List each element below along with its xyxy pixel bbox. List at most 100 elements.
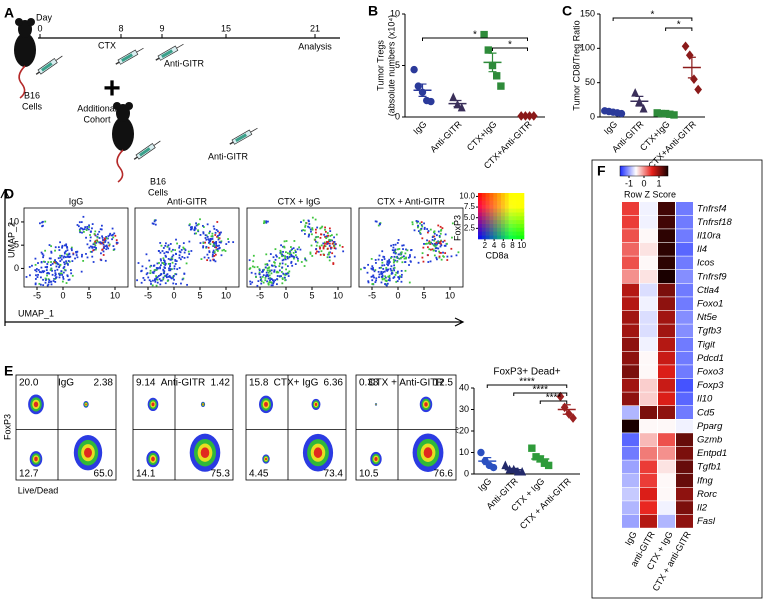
cell-dot	[419, 231, 422, 234]
cell-dot	[101, 236, 104, 239]
legend-cell	[497, 196, 502, 201]
cell-dot	[89, 236, 92, 239]
legend-cell	[516, 193, 521, 198]
axis-label: FoxP3	[2, 414, 12, 440]
x-tick-label: IgG	[476, 476, 493, 493]
cell-dot	[316, 226, 319, 229]
cell-dot	[427, 261, 430, 263]
cell-dot	[62, 276, 65, 278]
cell-dot	[275, 254, 277, 257]
legend-cell	[481, 193, 486, 198]
cell-dot	[434, 242, 437, 245]
legend-cell	[493, 208, 498, 213]
cell-dot	[152, 222, 155, 225]
cell-dot	[40, 271, 43, 274]
legend-cell	[481, 227, 486, 232]
cell-dot	[50, 268, 53, 271]
cell-dot	[292, 255, 295, 258]
quadrant-label: 2.38	[94, 378, 114, 389]
cell-dot	[378, 276, 380, 279]
cell-dot	[154, 219, 157, 222]
cell-dot	[264, 277, 267, 279]
cell-dot	[105, 244, 108, 247]
cell-dot	[202, 246, 205, 249]
cell-dot	[28, 266, 31, 268]
cell-dot	[388, 279, 391, 282]
cell-dot	[436, 258, 438, 261]
cell-dot	[289, 250, 291, 253]
legend-cell	[504, 216, 509, 221]
significance-label: ****	[532, 385, 548, 396]
cell-dot	[400, 269, 403, 272]
cell-dot	[104, 245, 107, 248]
legend-cell	[497, 219, 502, 224]
cell-dot	[395, 280, 398, 283]
cell-dot	[44, 281, 47, 284]
cell-dot	[163, 263, 166, 266]
cell-dot	[291, 248, 294, 251]
cell-dot	[45, 269, 48, 272]
cell-dot	[332, 263, 335, 265]
cell-dot	[374, 281, 377, 284]
cell-dot	[216, 245, 219, 247]
cell-dot	[396, 272, 399, 274]
cell-dot	[397, 276, 400, 278]
cell-dot	[309, 252, 312, 255]
day: 0	[37, 23, 42, 33]
cell-dot	[214, 253, 217, 256]
cell-dot	[215, 244, 218, 247]
cell-dot	[303, 229, 306, 232]
cell-dot	[29, 274, 31, 277]
point	[480, 30, 488, 39]
legend-cell	[478, 216, 483, 221]
cell-dot	[48, 257, 51, 260]
density-blob	[314, 402, 318, 406]
cell-dot	[272, 282, 275, 285]
cell-dot	[404, 269, 407, 272]
cell-dot	[47, 278, 50, 280]
cell-dot	[209, 243, 212, 245]
cell-dot	[286, 265, 289, 268]
legend-cell	[497, 200, 502, 205]
legend-cell	[508, 235, 513, 240]
cell-dot	[100, 228, 103, 231]
umap-title: IgG	[69, 196, 84, 206]
cell-dot	[333, 247, 336, 250]
cell-dot	[92, 246, 94, 249]
cell-dot	[326, 256, 329, 259]
heatmap-cell	[676, 419, 693, 433]
point	[544, 461, 553, 470]
cell-dot	[269, 279, 271, 282]
cell-dot	[279, 250, 282, 253]
cell-dot	[252, 254, 255, 257]
cell-dot	[450, 255, 453, 258]
cell-dot	[254, 272, 257, 275]
cell-dot	[284, 263, 287, 266]
cell-dot	[260, 282, 263, 285]
cell-dot	[212, 243, 215, 245]
cell-dot	[69, 255, 72, 258]
cell-dot	[163, 275, 166, 277]
cell-dot	[455, 254, 458, 257]
cell-dot	[321, 225, 324, 228]
cell-dot	[329, 251, 331, 254]
point	[477, 448, 485, 457]
cell-dot	[54, 278, 57, 280]
cell-dot	[82, 230, 85, 233]
cell-dot	[419, 232, 422, 235]
cell-dot	[89, 234, 91, 236]
cell-dot	[282, 272, 285, 275]
legend-cell	[504, 227, 509, 232]
cell-dot	[281, 266, 284, 269]
cell-dot	[188, 240, 191, 243]
row-label: Tigit	[697, 339, 715, 350]
legend-cell	[478, 231, 483, 236]
x-tick-label: IgG	[602, 119, 619, 136]
cell-dot	[218, 231, 221, 234]
error-bar	[536, 455, 545, 463]
density-blob	[375, 404, 377, 405]
cell-dot	[90, 245, 93, 248]
heatmap-cell	[622, 310, 639, 324]
legend-cell	[478, 204, 483, 209]
